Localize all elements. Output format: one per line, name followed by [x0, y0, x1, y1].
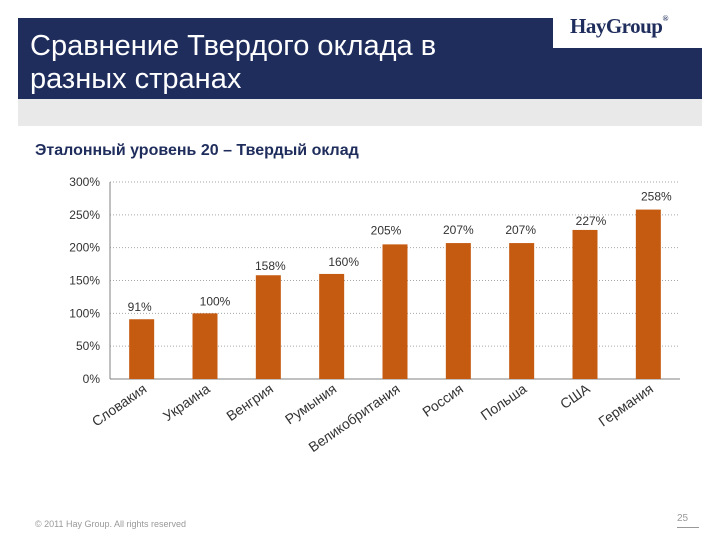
page-number-underline	[677, 527, 699, 528]
category-label: Румыния	[282, 380, 340, 427]
data-label: 158%	[255, 259, 286, 273]
category-label: Польша	[478, 380, 530, 423]
category-label: Словакия	[89, 380, 150, 429]
y-tick-label: 300%	[69, 175, 100, 189]
y-tick-label: 0%	[83, 372, 101, 386]
bar	[572, 229, 598, 379]
category-label: Венгрия	[223, 380, 276, 424]
category-label: США	[557, 380, 593, 412]
footer-copyright: © 2011 Hay Group. All rights reserved	[35, 519, 187, 529]
category-label: Украина	[160, 380, 213, 424]
category-label: Германия	[595, 380, 656, 429]
data-label: 205%	[371, 223, 402, 237]
bar	[509, 243, 535, 379]
data-label: 160%	[328, 255, 359, 269]
logo-box	[553, 18, 702, 48]
y-tick-label: 100%	[69, 306, 100, 320]
logo-text: HayGroup	[570, 14, 663, 38]
y-tick-label: 50%	[76, 339, 100, 353]
y-tick-label: 200%	[69, 241, 100, 255]
chart-subtitle: Эталонный уровень 20 – Твердый оклад	[35, 142, 359, 159]
data-label: 207%	[505, 223, 536, 237]
data-label: 258%	[641, 190, 672, 204]
category-label: Россия	[419, 380, 466, 419]
page-title: Сравнение Твердого оклада в разных стран…	[30, 30, 437, 95]
bar	[635, 209, 661, 379]
data-label: 91%	[128, 300, 152, 314]
page-number: 25	[677, 513, 689, 524]
y-tick-label: 150%	[69, 274, 100, 288]
y-tick-label: 250%	[69, 208, 100, 222]
bar	[445, 243, 471, 379]
bar	[129, 319, 155, 379]
bar	[319, 273, 345, 379]
haygroup-logo: HayGroup®	[570, 14, 669, 39]
bar	[192, 313, 218, 379]
data-label: 100%	[200, 294, 231, 308]
logo-registered-mark: ®	[662, 14, 668, 23]
bar	[382, 244, 408, 379]
data-label: 227%	[576, 214, 607, 228]
bar	[255, 275, 281, 379]
data-label: 207%	[443, 223, 474, 237]
gray-band	[18, 99, 702, 126]
